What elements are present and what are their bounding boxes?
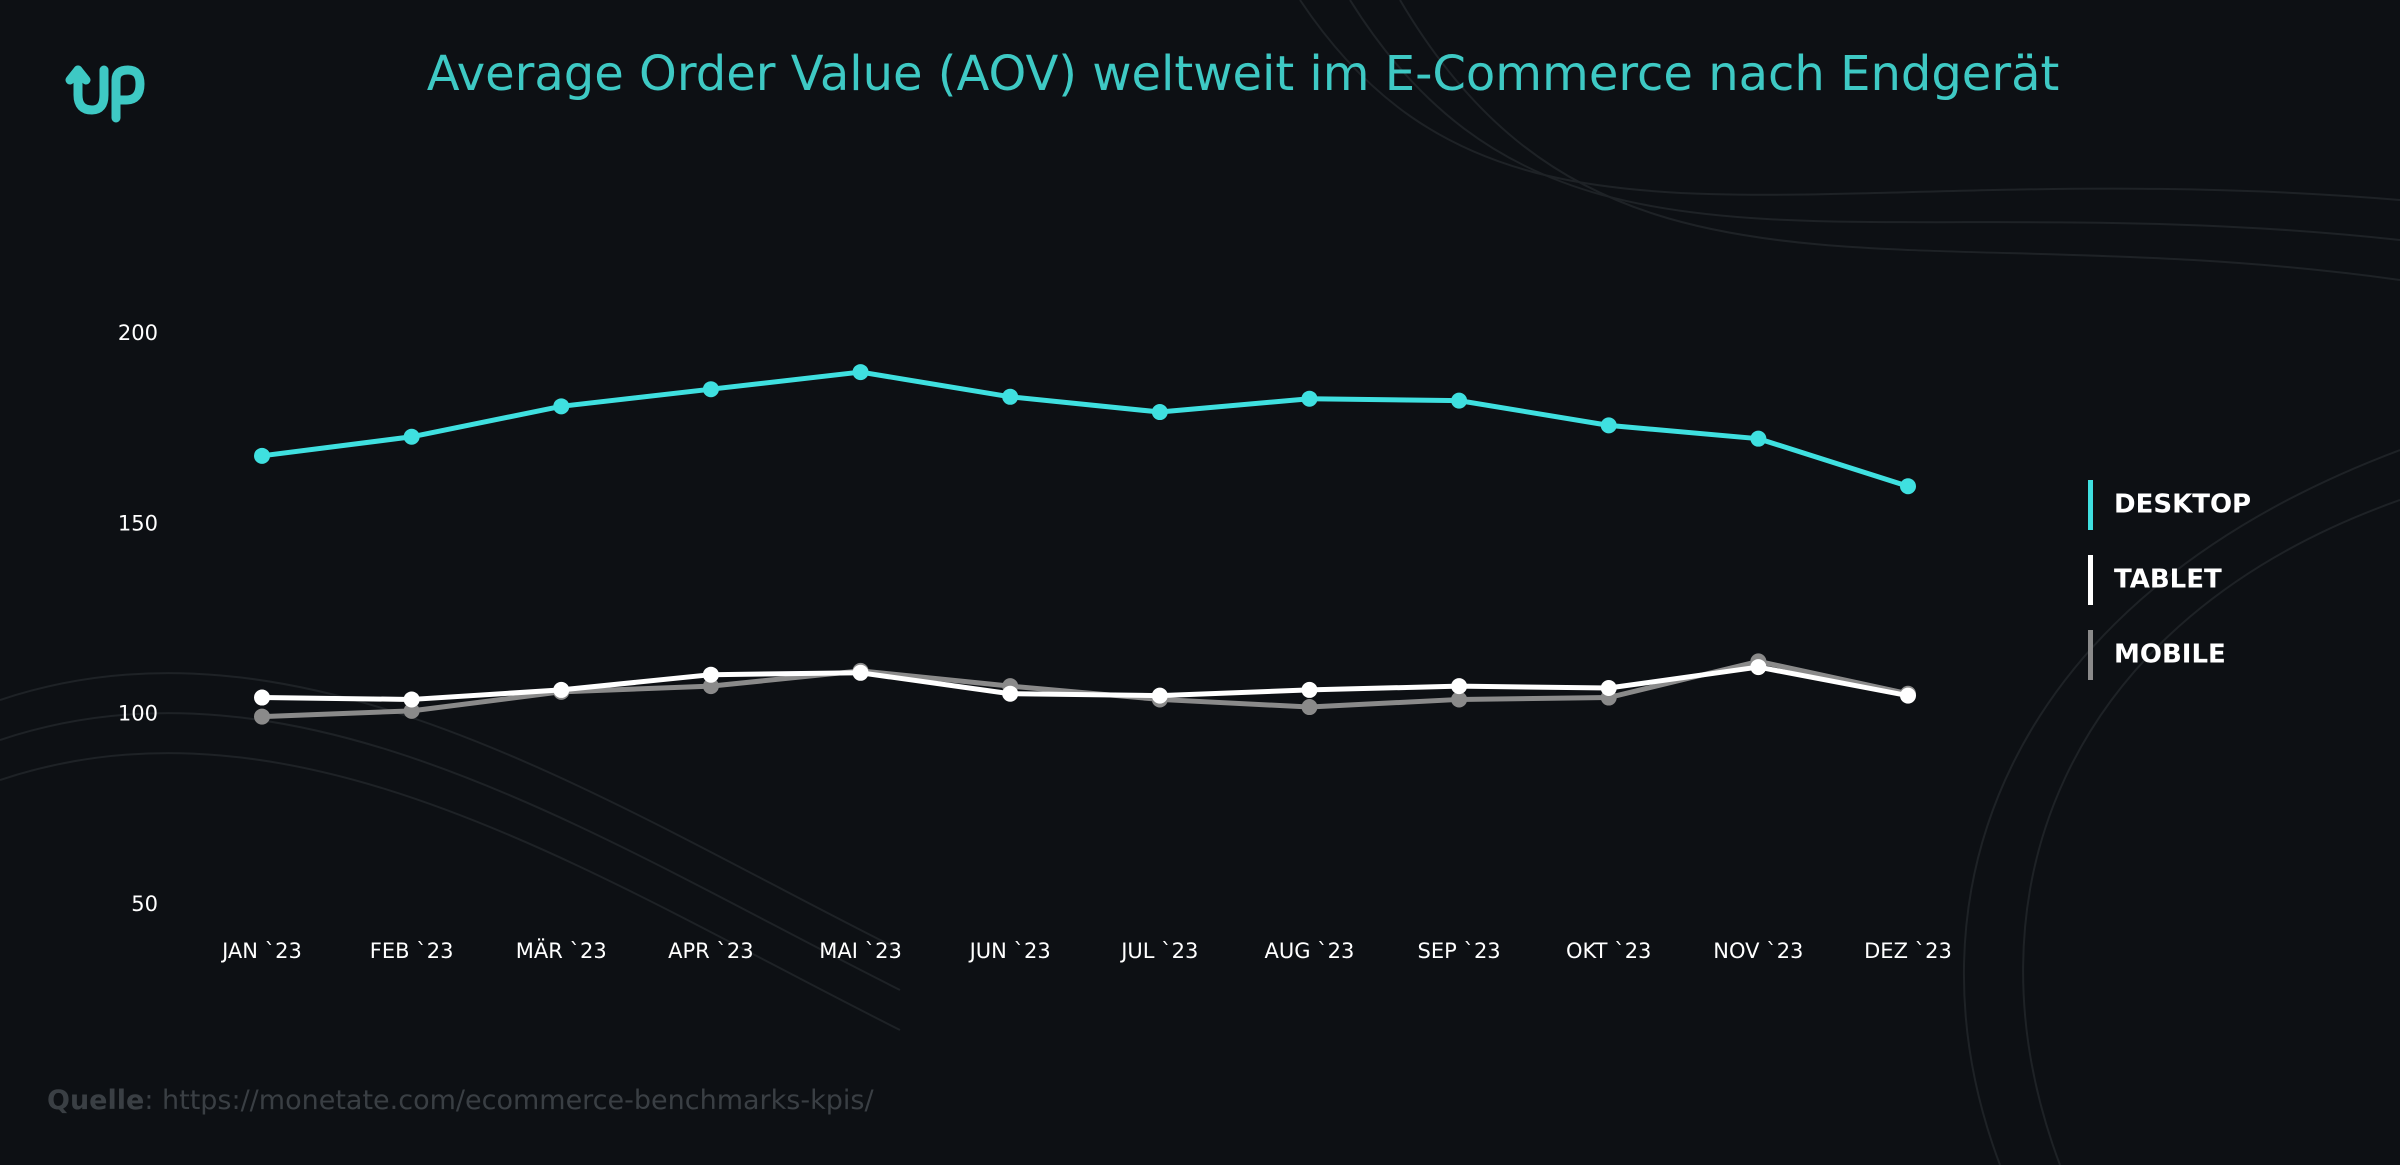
data-point <box>403 691 420 708</box>
wave <box>1962 449 2400 1165</box>
data-point <box>254 689 270 706</box>
logo-u <box>73 65 109 115</box>
logo-arrow <box>65 65 91 85</box>
y-tick-label: 50 <box>131 892 158 916</box>
data-point <box>702 678 719 695</box>
wave <box>2022 499 2400 1165</box>
logo-p <box>111 65 145 123</box>
series-line <box>261 664 1909 702</box>
legend-swatch <box>2088 555 2093 605</box>
wave <box>1399 0 2400 281</box>
logo <box>65 65 145 123</box>
wave <box>0 712 901 991</box>
source-label: Quelle <box>47 1085 144 1116</box>
wave <box>1299 0 2400 201</box>
data-point <box>1900 478 1916 495</box>
data-point <box>702 666 719 683</box>
legend-swatch <box>2088 480 2093 530</box>
data-point <box>852 364 869 381</box>
x-tick-label: SEP `23 <box>1418 939 1501 963</box>
chart-title: Average Order Value (AOV) weltweit im E-… <box>427 46 2060 102</box>
data-point <box>553 681 570 698</box>
source: Quelle: https://monetate.com/ecommerce-b… <box>47 1085 874 1116</box>
data-point <box>1451 678 1468 695</box>
data-point <box>702 381 719 398</box>
x-tick-label: APR `23 <box>668 939 754 963</box>
data-point <box>1600 680 1617 697</box>
legend-label: MOBILE <box>2114 640 2226 670</box>
data-point <box>403 428 420 445</box>
legend-swatch <box>2088 630 2093 680</box>
x-tick-label: DEZ `23 <box>1864 939 1952 963</box>
data-point <box>1301 681 1318 698</box>
data-point <box>1151 687 1168 704</box>
x-tick-label: JUN `23 <box>968 939 1051 963</box>
data-point <box>403 702 420 719</box>
data-point <box>852 664 869 681</box>
x-tick-label: OKT `23 <box>1566 939 1651 963</box>
data-point <box>1750 430 1767 447</box>
legend-label: TABLET <box>2114 565 2222 595</box>
y-tick-label: 100 <box>118 702 158 726</box>
legend-label: DESKTOP <box>2114 490 2251 520</box>
y-tick-label: 150 <box>118 511 158 535</box>
data-point <box>1301 390 1318 407</box>
data-point <box>1151 404 1168 421</box>
x-tick-label: JAN `23 <box>220 939 302 963</box>
data-point <box>254 447 270 464</box>
data-point <box>1900 687 1916 704</box>
y-tick-label: 200 <box>118 321 158 345</box>
data-point <box>1002 388 1019 405</box>
data-point <box>553 398 570 415</box>
data-point <box>1451 392 1468 409</box>
x-tick-label: MAI `23 <box>819 939 902 963</box>
data-point <box>1600 417 1617 434</box>
wave <box>0 752 901 1031</box>
wave <box>1349 0 2400 241</box>
data-point <box>1750 659 1767 676</box>
x-tick-label: FEB `23 <box>370 939 454 963</box>
data-point <box>1002 685 1019 702</box>
x-tick-label: AUG `23 <box>1265 939 1355 963</box>
data-point <box>254 708 270 725</box>
x-tick-label: MÄR `23 <box>516 938 607 963</box>
data-point <box>1301 699 1318 716</box>
x-tick-label: NOV `23 <box>1713 939 1803 963</box>
x-tick-label: JUL `23 <box>1119 939 1198 963</box>
data-point <box>1451 691 1468 708</box>
source-text: : https://monetate.com/ecommerce-benchma… <box>144 1085 874 1116</box>
series-line <box>261 369 1909 489</box>
wave <box>0 672 901 951</box>
